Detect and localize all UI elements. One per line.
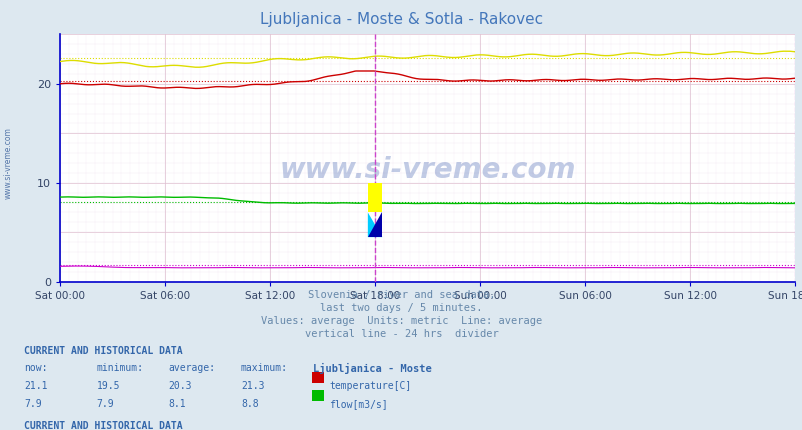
Text: 20.3: 20.3 <box>168 381 192 391</box>
Text: Slovenia / river and sea data.: Slovenia / river and sea data. <box>307 290 495 300</box>
Text: flow[m3/s]: flow[m3/s] <box>329 399 387 409</box>
Text: now:: now: <box>24 363 47 373</box>
Text: CURRENT AND HISTORICAL DATA: CURRENT AND HISTORICAL DATA <box>24 346 183 356</box>
Text: average:: average: <box>168 363 216 373</box>
Text: 7.9: 7.9 <box>96 399 114 409</box>
Text: 19.5: 19.5 <box>96 381 119 391</box>
Polygon shape <box>367 212 382 237</box>
Text: Ljubljanica - Moste: Ljubljanica - Moste <box>313 363 431 375</box>
Text: 7.9: 7.9 <box>24 399 42 409</box>
Text: 8.1: 8.1 <box>168 399 186 409</box>
Text: maximum:: maximum: <box>241 363 288 373</box>
Polygon shape <box>367 212 382 237</box>
Text: www.si-vreme.com: www.si-vreme.com <box>3 127 13 200</box>
Text: Ljubljanica - Moste & Sotla - Rakovec: Ljubljanica - Moste & Sotla - Rakovec <box>260 12 542 27</box>
Text: Values: average  Units: metric  Line: average: Values: average Units: metric Line: aver… <box>261 316 541 326</box>
Text: www.si-vreme.com: www.si-vreme.com <box>279 157 575 184</box>
Text: 21.3: 21.3 <box>241 381 264 391</box>
Text: 8.8: 8.8 <box>241 399 258 409</box>
Bar <box>367 183 382 212</box>
Text: CURRENT AND HISTORICAL DATA: CURRENT AND HISTORICAL DATA <box>24 421 183 430</box>
Text: 21.1: 21.1 <box>24 381 47 391</box>
Text: vertical line - 24 hrs  divider: vertical line - 24 hrs divider <box>304 329 498 339</box>
Text: minimum:: minimum: <box>96 363 144 373</box>
Text: temperature[C]: temperature[C] <box>329 381 411 391</box>
Text: last two days / 5 minutes.: last two days / 5 minutes. <box>320 303 482 313</box>
